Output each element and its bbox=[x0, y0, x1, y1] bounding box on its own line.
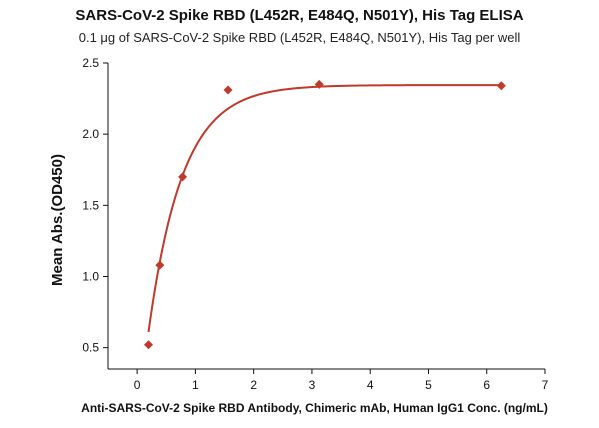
chart-subtitle: 0.1 μg of SARS-CoV-2 Spike RBD (L452R, E… bbox=[78, 30, 521, 45]
x-tick-label: 3 bbox=[309, 378, 316, 392]
x-tick-label: 6 bbox=[483, 378, 490, 392]
y-tick-label: 1.0 bbox=[82, 269, 99, 283]
x-tick-label: 0 bbox=[134, 378, 141, 392]
x-tick-label: 2 bbox=[250, 378, 257, 392]
data-point bbox=[314, 79, 324, 89]
data-point bbox=[143, 340, 153, 350]
data-point bbox=[178, 172, 188, 182]
x-tick-label: 4 bbox=[367, 378, 374, 392]
data-points-group bbox=[143, 79, 506, 350]
chart-title: SARS-CoV-2 Spike RBD (L452R, E484Q, N501… bbox=[75, 7, 524, 24]
y-tick-label: 0.5 bbox=[82, 341, 99, 355]
fit-curve-line bbox=[147, 84, 502, 333]
data-point bbox=[155, 260, 165, 270]
y-tick-label: 2.0 bbox=[82, 127, 99, 141]
y-tick-label: 2.5 bbox=[82, 56, 99, 70]
y-tick-label: 1.5 bbox=[82, 198, 99, 212]
x-tick-label: 1 bbox=[192, 378, 199, 392]
x-axis-label: Anti-SARS-CoV-2 Spike RBD Antibody, Chim… bbox=[81, 401, 548, 415]
x-tick-label: 7 bbox=[542, 378, 549, 392]
data-point bbox=[223, 85, 233, 95]
y-axis-label: Mean Abs.(OD450) bbox=[49, 154, 66, 286]
axes-group bbox=[107, 63, 545, 370]
ticks-group: 0 1 2 3 4 5 6 7 0.5 1.0 1.5 2.0 2.5 bbox=[82, 56, 548, 392]
x-tick-label: 5 bbox=[425, 378, 432, 392]
data-point bbox=[496, 81, 506, 91]
